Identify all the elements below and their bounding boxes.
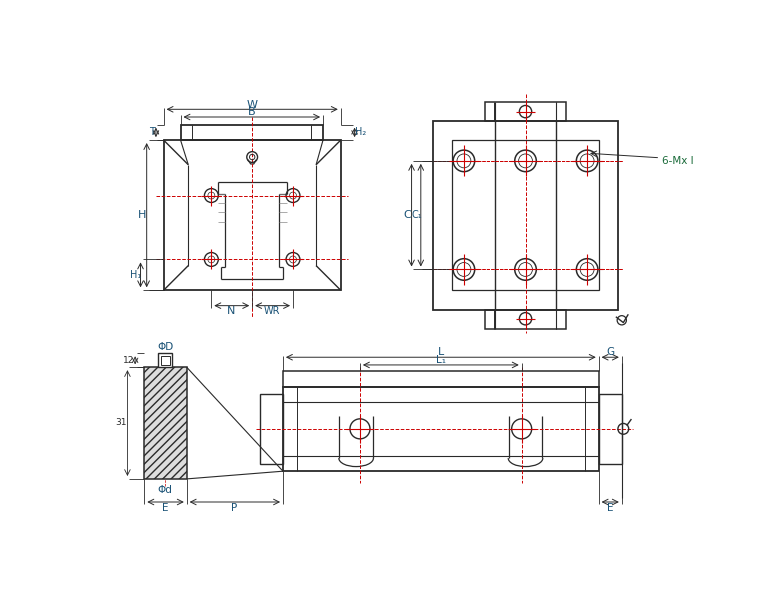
Text: G: G — [606, 347, 614, 357]
Text: T: T — [149, 127, 155, 137]
Bar — [260, 394, 283, 464]
Text: E: E — [162, 503, 169, 513]
Text: ΦD: ΦD — [157, 342, 173, 352]
Bar — [453, 140, 599, 290]
Bar — [485, 310, 565, 329]
Text: 31: 31 — [116, 418, 127, 427]
Text: H₁: H₁ — [129, 270, 141, 280]
Text: C: C — [403, 210, 411, 220]
Text: 12: 12 — [123, 356, 135, 365]
Bar — [485, 101, 565, 121]
Text: H: H — [138, 210, 146, 220]
Bar — [599, 394, 622, 464]
Bar — [159, 353, 172, 367]
Text: N: N — [227, 306, 236, 316]
Bar — [283, 371, 599, 386]
Text: B: B — [249, 107, 256, 117]
Bar — [283, 386, 599, 471]
Text: H₂: H₂ — [355, 127, 367, 137]
Text: L: L — [437, 347, 444, 357]
Text: W: W — [246, 100, 258, 110]
Text: E: E — [607, 503, 614, 513]
Text: Φd: Φd — [158, 486, 172, 496]
Bar — [180, 124, 323, 140]
Text: C₁: C₁ — [412, 210, 422, 220]
Bar — [163, 140, 340, 290]
Text: 6-Mx l: 6-Mx l — [661, 156, 694, 166]
Bar — [145, 367, 186, 479]
Bar — [433, 121, 618, 310]
Text: WR: WR — [264, 306, 280, 316]
Bar — [161, 356, 170, 365]
Text: P: P — [231, 503, 238, 513]
Text: L₁: L₁ — [436, 355, 446, 365]
